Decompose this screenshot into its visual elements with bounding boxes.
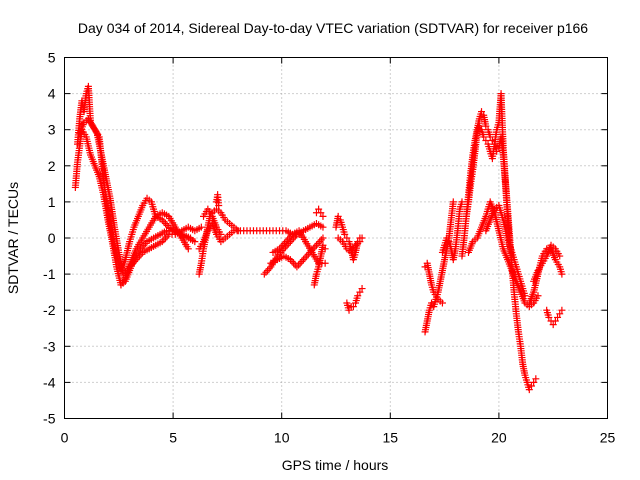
data-point xyxy=(554,313,562,321)
data-point xyxy=(356,288,364,296)
data-point xyxy=(312,241,320,249)
x-tick-label: 15 xyxy=(383,430,399,446)
data-point xyxy=(321,245,329,253)
x-tick-label: 10 xyxy=(274,430,290,446)
x-tick-label: 25 xyxy=(600,430,616,446)
data-point xyxy=(558,306,566,314)
data-point xyxy=(260,270,268,278)
data-point xyxy=(556,310,564,318)
axis-ticks: 0 5 10 15 20 25 -5 -4 -3 -2 -1 0 1 2 3 4 5 xyxy=(43,50,615,446)
y-tick-label: 0 xyxy=(48,230,56,246)
y-tick-label: 3 xyxy=(48,122,56,138)
data-point xyxy=(293,263,301,271)
data-point xyxy=(264,266,272,274)
data-point xyxy=(301,254,309,262)
data-point xyxy=(296,259,304,267)
data-point xyxy=(530,378,538,386)
data-point xyxy=(321,259,329,267)
data-point xyxy=(534,292,542,300)
data-point xyxy=(303,252,311,260)
y-tick-label: 4 xyxy=(48,86,56,102)
chart-title: Day 034 of 2014, Sidereal Day-to-day VTE… xyxy=(78,20,588,36)
data-point xyxy=(354,292,362,300)
data-point xyxy=(343,234,351,242)
y-tick-label: -3 xyxy=(43,338,56,354)
data-point xyxy=(290,259,298,267)
data-point xyxy=(161,234,169,242)
y-tick-label: -1 xyxy=(43,266,56,282)
y-tick-label: 1 xyxy=(48,194,56,210)
data-point xyxy=(298,257,306,265)
data-point xyxy=(443,234,451,242)
y-tick-label: 5 xyxy=(48,50,56,66)
data-point xyxy=(521,292,529,300)
data-point xyxy=(184,245,192,253)
data-point xyxy=(549,321,557,329)
data-point xyxy=(358,234,366,242)
data-point xyxy=(525,386,533,394)
data-point xyxy=(197,223,205,231)
data-point xyxy=(551,317,559,325)
data-point xyxy=(556,252,564,260)
data-point xyxy=(480,133,488,141)
data-point xyxy=(475,122,483,130)
data-point xyxy=(558,270,566,278)
data-point xyxy=(191,238,199,246)
x-tick-label: 0 xyxy=(61,430,69,446)
data-points xyxy=(71,82,566,394)
data-point xyxy=(319,241,327,249)
data-point xyxy=(262,268,270,276)
y-tick-label: -5 xyxy=(43,411,56,427)
data-point xyxy=(215,202,223,210)
data-point xyxy=(345,306,353,314)
data-point xyxy=(299,256,307,264)
data-point xyxy=(482,137,490,145)
data-point xyxy=(349,303,357,311)
y-tick-label: -2 xyxy=(43,302,56,318)
data-point xyxy=(295,261,303,269)
y-tick-label: 2 xyxy=(48,158,56,174)
x-axis-label: GPS time / hours xyxy=(282,457,389,473)
y-axis-label: SDTVAR / TECUs xyxy=(5,182,21,294)
data-point xyxy=(478,108,486,116)
data-point xyxy=(438,299,446,307)
data-point xyxy=(319,223,327,231)
y-tick-label: -4 xyxy=(43,374,56,390)
data-point xyxy=(315,205,323,213)
data-point xyxy=(319,212,327,220)
data-point xyxy=(334,212,342,220)
data-point xyxy=(356,238,364,246)
data-point xyxy=(317,209,325,217)
data-point xyxy=(341,230,349,238)
data-point xyxy=(358,285,366,293)
data-point xyxy=(482,122,490,130)
data-point xyxy=(217,230,225,238)
data-point xyxy=(527,382,535,390)
data-point xyxy=(319,234,327,242)
data-point xyxy=(317,236,325,244)
data-point xyxy=(532,375,540,383)
data-point xyxy=(449,198,457,206)
data-point xyxy=(314,239,322,247)
x-tick-label: 5 xyxy=(169,430,177,446)
x-tick-label: 20 xyxy=(491,430,507,446)
data-point xyxy=(545,313,553,321)
